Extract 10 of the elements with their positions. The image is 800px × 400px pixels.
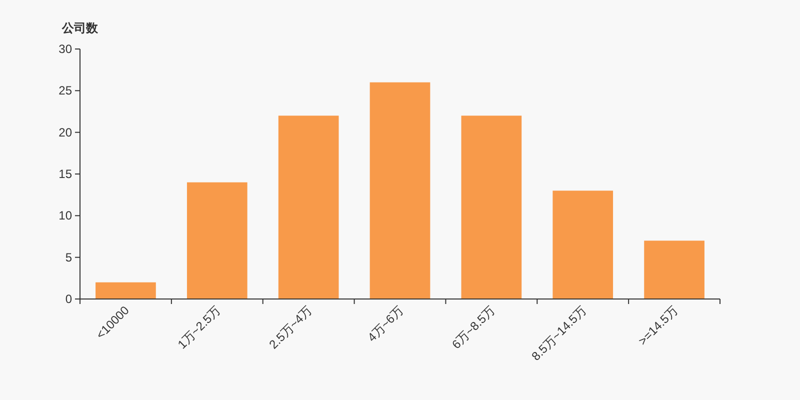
y-tick-label: 0 [65,292,72,306]
y-tick-label: 5 [65,250,72,264]
y-tick-label: 25 [58,84,72,98]
y-tick-label: 30 [58,42,72,56]
y-axis-title: 公司数 [61,21,99,35]
x-tick-label: 2.5万~4万 [266,303,315,352]
y-tick-label: 20 [58,125,72,140]
y-tick-label: 15 [58,167,72,181]
y-tick-label: 10 [58,208,72,223]
x-tick-label: 4万~6万 [364,303,406,344]
